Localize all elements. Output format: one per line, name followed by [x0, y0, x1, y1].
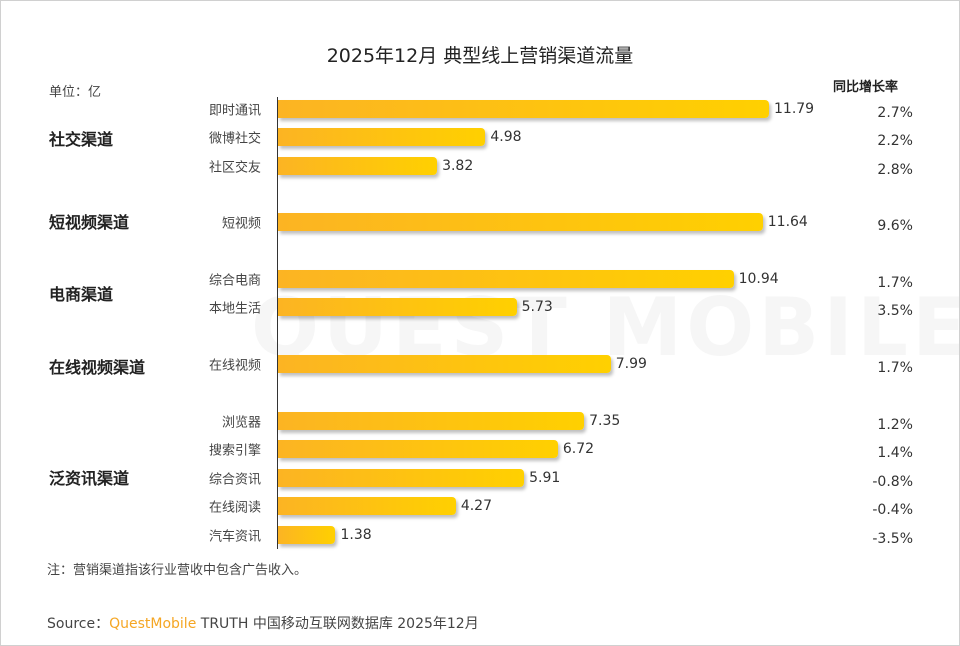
category-label: 在线阅读 [208, 500, 261, 516]
data-label: 1.38 [340, 527, 372, 543]
bar [278, 526, 336, 544]
category-label: 搜索引擎 [208, 443, 261, 459]
bar [278, 298, 517, 316]
yoy-value: -0.4% [872, 502, 913, 518]
group-label: 短视频渠道 [49, 213, 130, 232]
data-label: 11.79 [774, 101, 815, 117]
data-label: 11.64 [767, 214, 808, 230]
bar [278, 157, 438, 175]
data-label: 4.98 [490, 129, 522, 145]
data-label: 3.82 [442, 158, 474, 174]
bar [278, 355, 611, 373]
category-label: 浏览器 [221, 415, 261, 431]
group-label: 电商渠道 [49, 285, 114, 304]
y-axis-line [277, 97, 278, 549]
data-label: 5.73 [521, 299, 553, 315]
bar [278, 213, 763, 231]
yoy-value: 3.5% [877, 303, 913, 319]
group-label: 社交渠道 [49, 130, 114, 149]
yoy-header: 同比增长率 [833, 80, 899, 95]
yoy-value: 1.2% [877, 417, 913, 433]
source-brand: QuestMobile [109, 616, 197, 632]
group-label: 在线视频渠道 [49, 358, 146, 377]
yoy-value: -3.5% [872, 531, 913, 547]
source-line: Source：QuestMobile TRUTH 中国移动互联网数据库 2025… [47, 613, 479, 633]
yoy-value: 9.6% [877, 218, 913, 234]
data-label: 7.99 [615, 356, 647, 372]
yoy-value: 2.2% [877, 133, 913, 149]
category-label: 综合电商 [208, 273, 261, 289]
yoy-value: 1.7% [877, 360, 913, 376]
category-label: 在线视频 [208, 358, 261, 374]
category-label: 短视频 [221, 216, 261, 232]
bar [278, 412, 585, 430]
category-label: 即时通讯 [208, 103, 261, 119]
bar [278, 100, 769, 118]
data-label: 6.72 [562, 441, 595, 457]
yoy-value: 1.4% [877, 445, 913, 461]
unit-label: 单位：亿 [49, 85, 102, 100]
footnote: 注：营销渠道指该行业营收中包含广告收入。 [47, 563, 308, 578]
yoy-value: 1.7% [877, 275, 913, 291]
data-label: 10.94 [738, 271, 779, 287]
bar [278, 270, 734, 288]
yoy-value: 2.8% [877, 162, 913, 178]
category-label: 社区交友 [208, 160, 261, 176]
category-label: 本地生活 [208, 301, 261, 317]
category-label: 微博社交 [208, 131, 261, 147]
yoy-value: 2.7% [877, 105, 913, 121]
category-label: 汽车资讯 [208, 529, 261, 545]
bar [278, 128, 486, 146]
source-text: TRUTH 中国移动互联网数据库 2025年12月 [196, 616, 479, 632]
group-label: 泛资讯渠道 [49, 469, 130, 488]
chart-title: 2025年12月 典型线上营销渠道流量 [326, 45, 634, 67]
data-label: 4.27 [460, 498, 492, 514]
data-label: 7.35 [589, 413, 621, 429]
bar [278, 440, 558, 458]
source-prefix: Source： [47, 616, 110, 632]
bar [278, 497, 456, 515]
bar [278, 469, 525, 487]
yoy-value: -0.8% [872, 474, 913, 490]
category-label: 综合资讯 [208, 472, 261, 488]
data-label: 5.91 [529, 470, 561, 486]
